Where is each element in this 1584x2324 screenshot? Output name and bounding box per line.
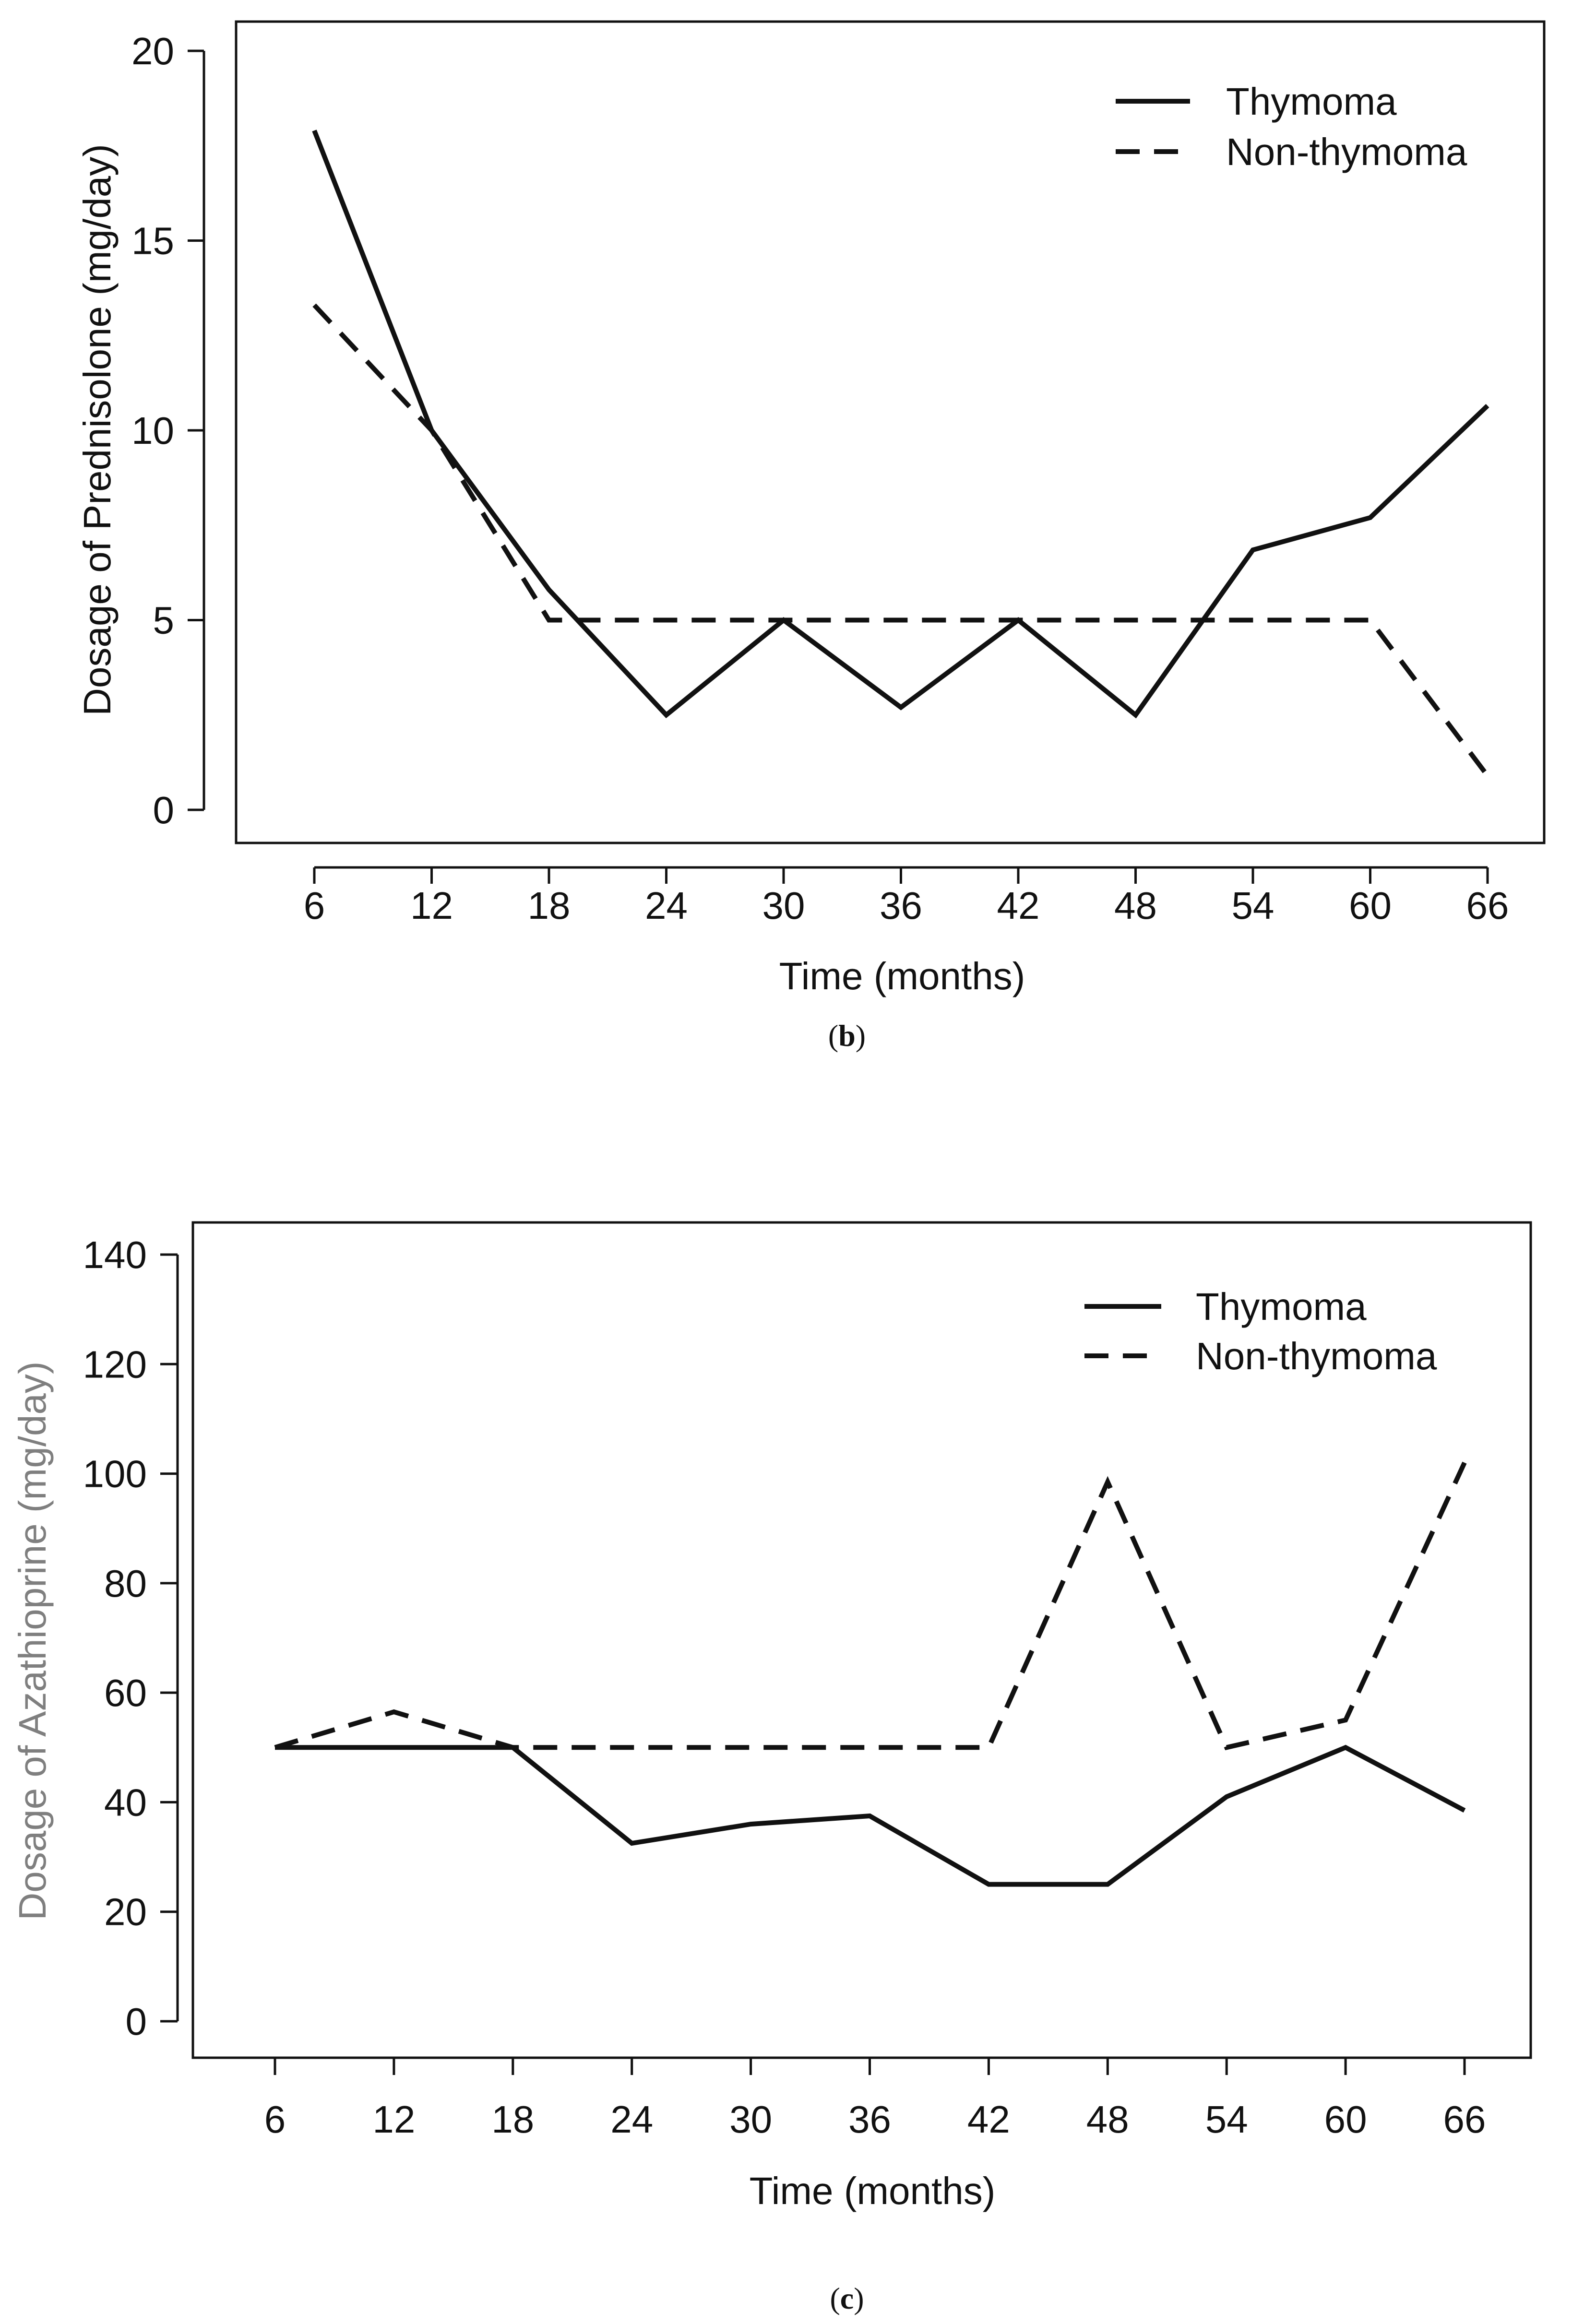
series-line-non-thymoma [312,303,1489,777]
series-line-thymoma [312,130,1489,719]
y-tick-label: 40 [104,1781,147,1824]
panel-caption-letter: c [840,2281,854,2315]
panel-caption-close: ) [856,1019,866,1053]
legend: Thymoma Non-thymoma [1084,1285,1437,1377]
chart-panel-b: 0 5 10 15 20 6 12 18 24 30 36 42 48 54 60 66 Dosage of… [76,20,1546,1053]
x-tick-label: 54 [1232,884,1274,927]
x-axis-title: Time (months) [750,2170,996,2212]
x-tick-label: 30 [729,2098,772,2141]
legend-label-thymoma: Thymoma [1226,80,1397,123]
y-axis-title: Dosage of Prednisolone (mg/day) [76,144,119,716]
panel-caption: (b) [828,1019,866,1053]
y-axis: 0 20 40 60 80 100 120 140 [83,1233,179,2043]
chart-panel-c: 0 20 40 60 80 100 120 140 6 12 18 24 30 36 42 48 54 60 66… [11,1221,1532,2315]
x-tick-label: 60 [1324,2098,1367,2141]
y-tick-label: 140 [83,1233,147,1276]
x-tick-label: 18 [491,2098,534,2141]
x-tick-label: 42 [997,884,1040,927]
panel-caption-close: ) [854,2281,864,2315]
series-line-thymoma [275,1744,1466,1887]
x-tick-label: 36 [848,2098,891,2141]
series-lines [312,130,1489,777]
x-tick-label: 54 [1205,2098,1248,2141]
y-tick-label: 120 [83,1343,147,1386]
y-tick-label: 20 [104,1891,147,1933]
x-tick-label: 24 [610,2098,653,2141]
legend-label-non-thymoma: Non-thymoma [1196,1335,1437,1377]
y-axis-title: Dosage of Azathioprine (mg/day) [11,1361,54,1920]
y-tick-label: 20 [131,30,174,72]
y-tick-label: 0 [153,789,175,831]
y-tick-label: 60 [104,1672,147,1714]
legend-label-thymoma: Thymoma [1196,1285,1367,1328]
plot-frame [235,20,1546,844]
panel-caption-open: ( [828,1019,838,1053]
x-tick-label: 12 [410,884,453,927]
y-tick-label: 10 [131,409,174,452]
series-line-non-thymoma [274,1461,1467,1751]
y-tick-label: 100 [83,1453,147,1495]
x-axis-title: Time (months) [779,955,1025,997]
x-tick-label: 6 [304,884,325,927]
x-axis: 6 12 18 24 30 36 42 48 54 60 66 [264,2056,1486,2141]
x-tick-label: 30 [762,884,805,927]
y-tick-label: 80 [104,1562,147,1605]
x-tick-label: 6 [264,2098,286,2141]
x-tick-label: 42 [967,2098,1010,2141]
y-tick-label: 15 [131,220,174,262]
legend: Thymoma Non-thymoma [1116,80,1467,173]
x-tick-label: 60 [1349,884,1392,927]
y-tick-label: 0 [126,2000,147,2043]
x-tick-label: 12 [372,2098,415,2141]
x-tick-label: 66 [1443,2098,1486,2141]
panel-caption: (c) [830,2281,864,2315]
y-axis: 0 5 10 15 20 [131,30,205,831]
x-tick-label: 18 [528,884,571,927]
x-tick-label: 48 [1114,884,1157,927]
x-tick-label: 66 [1466,884,1509,927]
y-tick-label: 5 [153,599,175,642]
legend-label-non-thymoma: Non-thymoma [1226,130,1467,173]
x-tick-label: 36 [880,884,922,927]
series-lines [274,1461,1467,1887]
x-axis: 6 12 18 24 30 36 42 48 54 60 66 [304,866,1509,927]
panel-caption-open: ( [830,2281,840,2315]
x-tick-label: 24 [645,884,688,927]
x-tick-label: 48 [1086,2098,1129,2141]
panel-caption-letter: b [838,1019,856,1053]
